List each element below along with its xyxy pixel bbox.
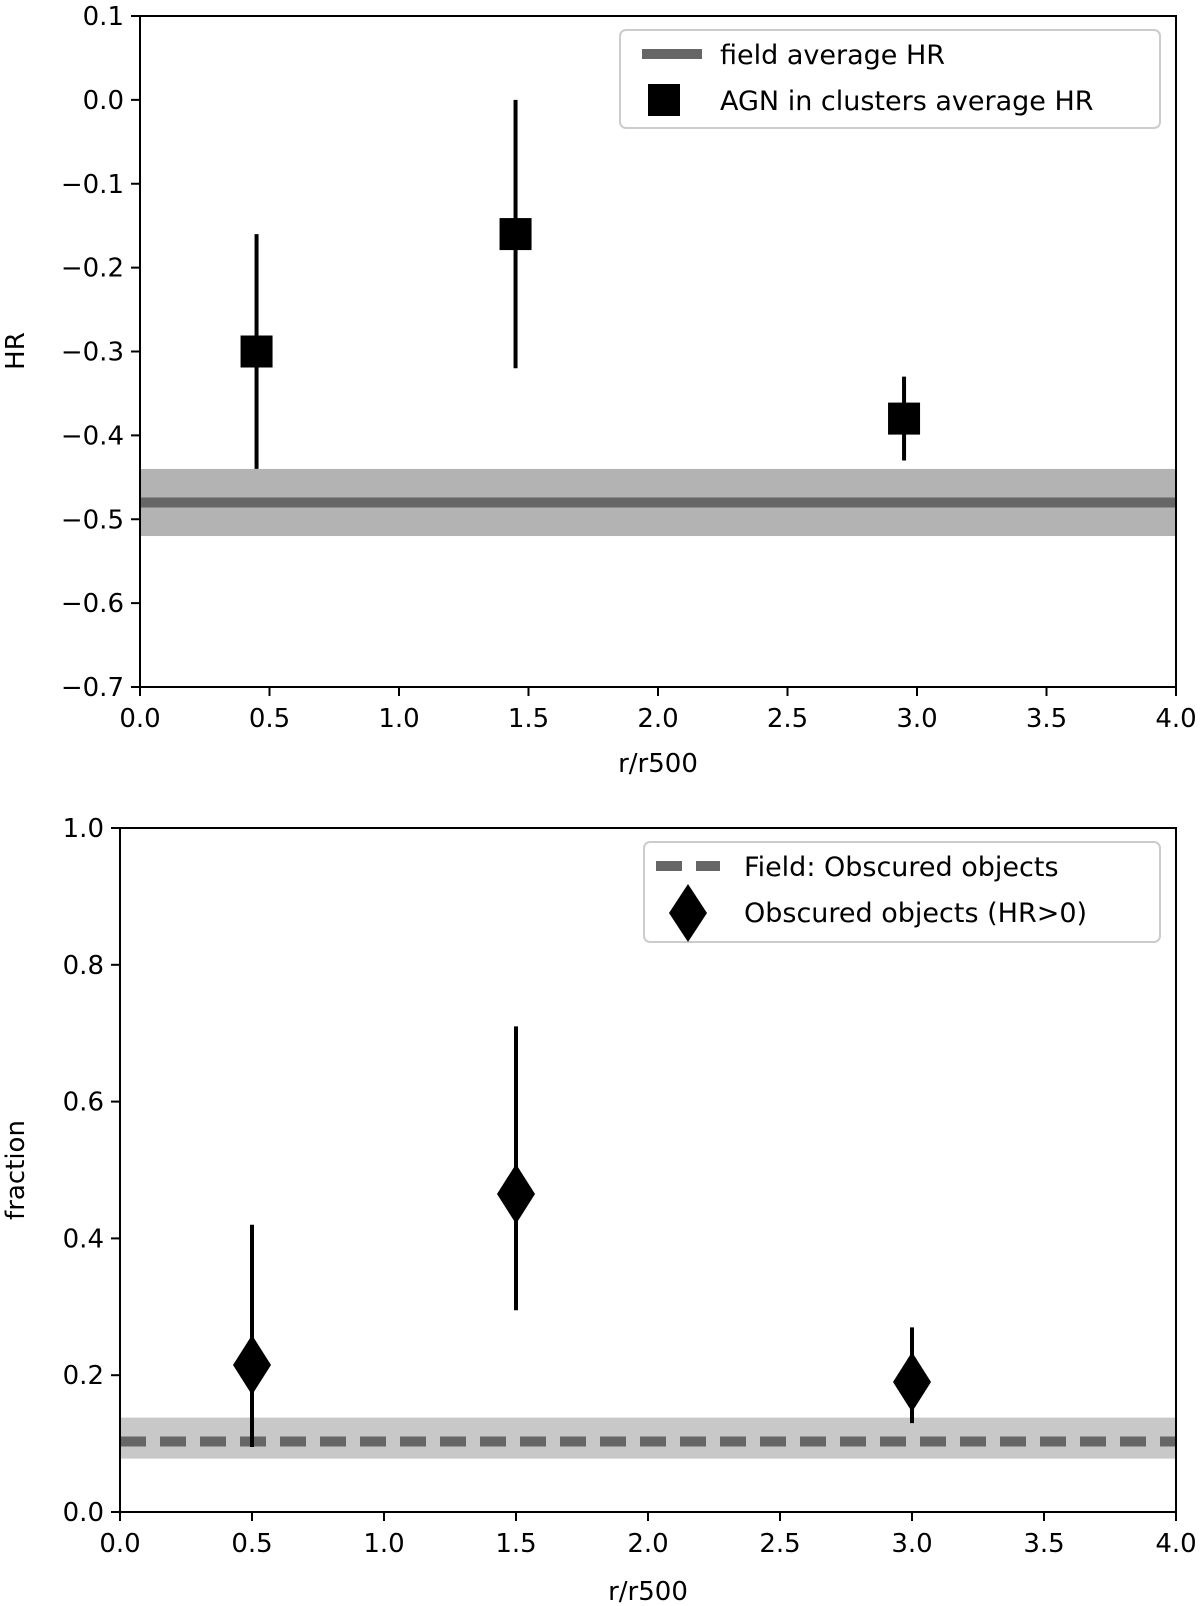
fraction-x-tick-label: 1.5 xyxy=(495,1529,536,1559)
hr-legend-square-swatch xyxy=(648,84,680,116)
hr-legend-label-agn: AGN in clusters average HR xyxy=(720,86,1094,117)
hr-x-tick-label: 0.0 xyxy=(119,704,160,734)
hr-x-tick-label: 0.5 xyxy=(249,704,290,734)
fraction-y-tick-label: 0.0 xyxy=(63,1498,104,1528)
hr-y-tick-label: −0.1 xyxy=(61,170,124,200)
hr-y-tick-label: −0.2 xyxy=(61,254,124,284)
fraction-panel: 0.0 0.5 1.0 1.5 2.0 2.5 3.0 3.5 4.0 1.0 0.8 0.6 0.4 0… xyxy=(1,814,1197,1606)
hr-legend: field average HR AGN in clusters average… xyxy=(619,29,1161,129)
hr-y-tick-label: −0.6 xyxy=(61,589,124,619)
fraction-x-tick-label: 3.5 xyxy=(1023,1529,1064,1559)
hr-y-axis-label: HR xyxy=(1,332,31,370)
fraction-data-point xyxy=(497,1163,535,1224)
fraction-x-tick-label: 2.0 xyxy=(627,1529,668,1559)
fraction-x-axis-label: r/r500 xyxy=(608,1577,688,1606)
fraction-legend: Field: Obscured objects Obscured objects… xyxy=(643,841,1161,943)
hr-data-point xyxy=(499,218,532,251)
hr-x-tick-label: 3.0 xyxy=(896,704,937,734)
fraction-x-tick-label: 3.0 xyxy=(891,1529,932,1559)
hr-data-point xyxy=(888,402,921,435)
hr-x-tick-label: 2.0 xyxy=(637,704,678,734)
fraction-y-tick-label: 1.0 xyxy=(63,814,104,844)
hr-y-tick-label: −0.3 xyxy=(61,338,124,368)
hr-x-tick-label: 3.5 xyxy=(1026,704,1067,734)
fraction-x-tick-label: 1.0 xyxy=(363,1529,404,1559)
hr-x-tick-label: 4.0 xyxy=(1155,704,1196,734)
hr-y-tick-label: 0.1 xyxy=(83,2,124,32)
hr-x-tick-label: 1.5 xyxy=(508,704,549,734)
hr-legend-label-field: field average HR xyxy=(720,40,945,71)
fraction-x-tick-label: 0.5 xyxy=(231,1529,272,1559)
hr-y-tick-label: −0.5 xyxy=(61,505,124,535)
fraction-x-tick-label: 0.0 xyxy=(99,1529,140,1559)
hr-data-point xyxy=(240,335,273,368)
hr-panel: 0.0 0.5 1.0 1.5 2.0 2.5 3.0 3.5 4.0 0.1 0.0 −0.1 −0.… xyxy=(1,2,1197,779)
hr-x-tick-label: 1.0 xyxy=(378,704,419,734)
fraction-y-axis-label: fraction xyxy=(1,1120,31,1220)
fraction-x-tick-label: 2.5 xyxy=(759,1529,800,1559)
hr-y-tick-label: −0.7 xyxy=(61,673,124,703)
hr-y-tick-label: 0.0 xyxy=(83,86,124,116)
fraction-legend-diamond-swatch xyxy=(669,884,707,942)
fraction-y-tick-label: 0.4 xyxy=(63,1224,104,1254)
fraction-legend-label-obscured: Obscured objects (HR>0) xyxy=(744,898,1087,929)
fraction-y-tick-label: 0.8 xyxy=(63,951,104,981)
hr-x-axis-label: r/r500 xyxy=(618,749,698,779)
fraction-legend-box xyxy=(643,841,1161,943)
hr-legend-box xyxy=(619,29,1161,129)
fraction-data-point xyxy=(233,1334,271,1395)
hr-x-tick-label: 2.5 xyxy=(767,704,808,734)
fraction-y-tick-label: 0.6 xyxy=(63,1088,104,1118)
fraction-data-point xyxy=(893,1352,931,1413)
fraction-x-tick-label: 4.0 xyxy=(1155,1529,1196,1559)
fraction-y-tick-label: 0.2 xyxy=(63,1361,104,1391)
hr-y-tick-label: −0.4 xyxy=(61,421,124,451)
fraction-legend-label-field: Field: Obscured objects xyxy=(744,852,1059,883)
